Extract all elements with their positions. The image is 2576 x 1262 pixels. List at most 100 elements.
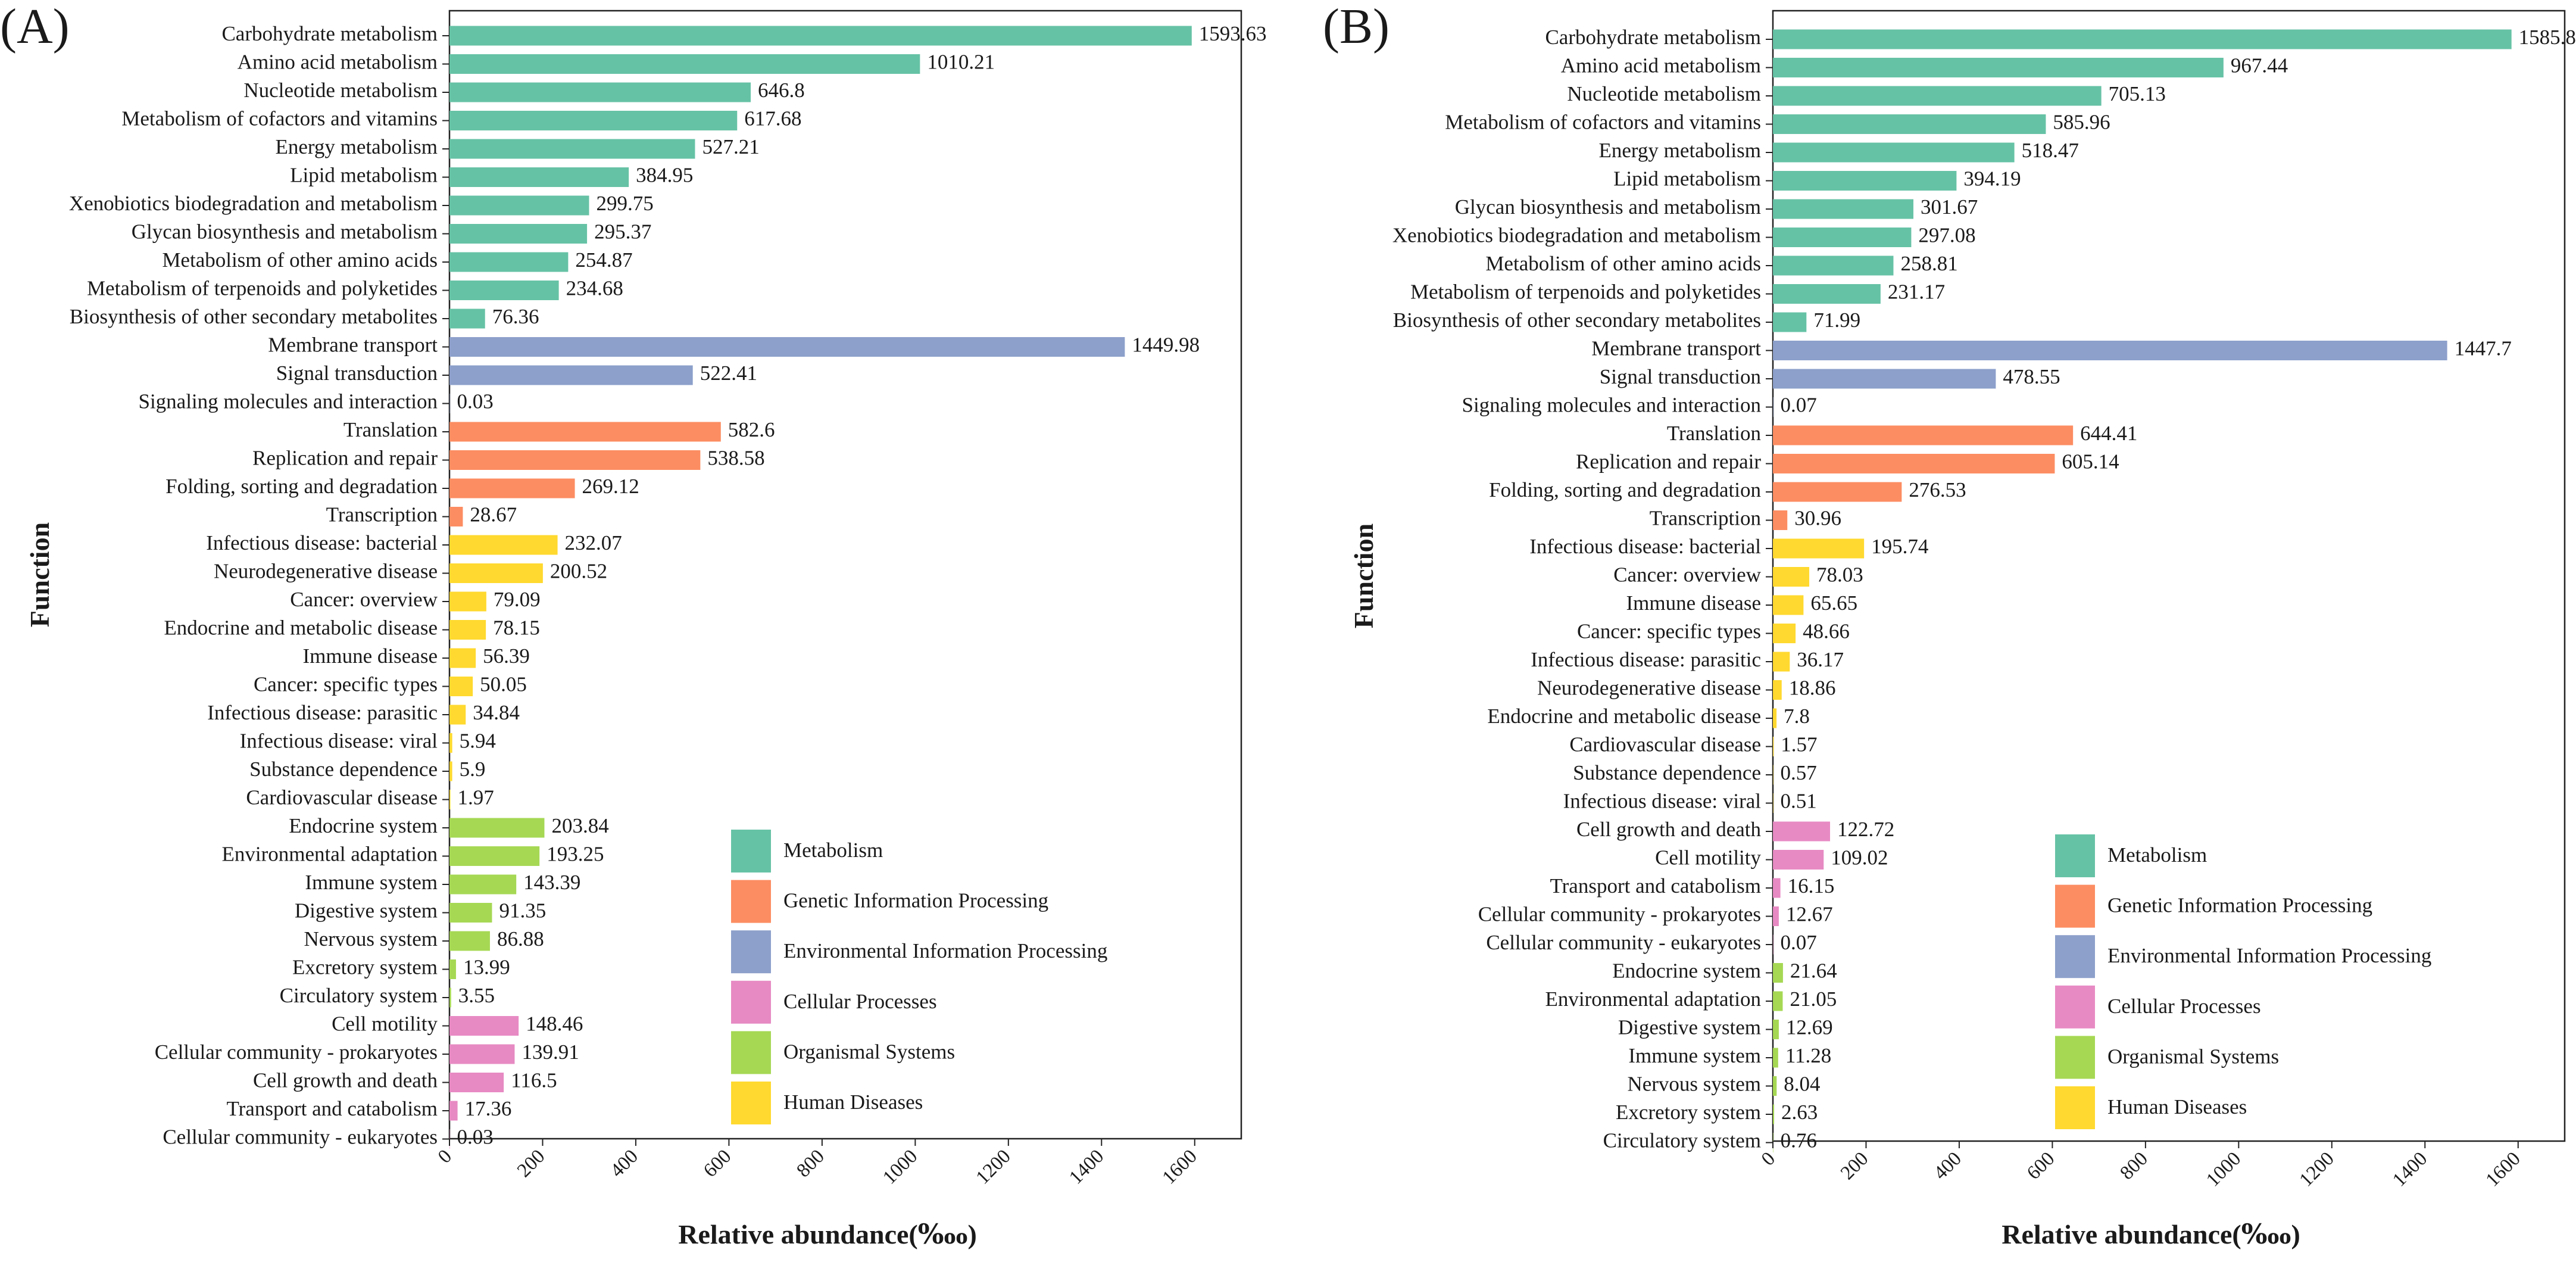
panel-a-bar <box>449 252 569 272</box>
panel-a-category-label: Membrane transport <box>268 334 438 357</box>
panel-b-data-label: 518.47 <box>2022 139 2079 162</box>
panel-a-data-label: 299.75 <box>597 192 654 215</box>
panel-a-bar <box>449 1044 515 1064</box>
panel-a-data-label: 76.36 <box>492 305 539 328</box>
panel-b-data-label: 0.07 <box>1781 394 1817 417</box>
panel-b-data-label: 109.02 <box>1831 846 1888 870</box>
panel-b-bar <box>1773 482 1902 502</box>
panel-a-x-axis-title: Relative abundance(‱) <box>678 1219 977 1249</box>
panel-a-bar <box>449 365 693 385</box>
panel-a-xtick-label: 1000 <box>879 1146 922 1189</box>
panel-a-bar <box>449 478 575 498</box>
panel-b-data-label: 301.67 <box>1921 195 1978 219</box>
panel-b-category-label: Cellular community - prokaryotes <box>1478 903 1761 926</box>
panel-a-category-label: Replication and repair <box>252 447 438 470</box>
panel-b-category-label: Transport and catabolism <box>1550 874 1762 898</box>
panel-b-legend-label-environmental: Environmental Information Processing <box>2107 944 2431 967</box>
panel-b-legend-swatch-genetic <box>2055 884 2095 928</box>
panel-a-bar <box>449 450 701 470</box>
panel-a-data-label: 0.03 <box>457 1126 494 1149</box>
panel-b-data-label: 478.55 <box>2003 365 2060 388</box>
panel-b-data-label: 16.15 <box>1788 874 1835 898</box>
panel-a-category-label: Endocrine system <box>289 814 438 837</box>
panel-a-bar <box>449 82 751 102</box>
panel-b-data-label: 705.13 <box>2109 82 2166 105</box>
panel-b-data-label: 71.99 <box>1813 309 1860 332</box>
panel-b-category-label: Signal transduction <box>1600 365 1761 388</box>
panel-b-legend-label-genetic: Genetic Information Processing <box>2107 894 2372 917</box>
panel-a-bar <box>449 167 629 187</box>
panel-b-legend-swatch-cellular <box>2055 985 2095 1029</box>
panel-a-data-label: 5.9 <box>460 758 486 781</box>
panel-b-category-label: Cellular community - eukaryotes <box>1486 931 1761 954</box>
panel-b-category-label: Cancer: specific types <box>1577 620 1761 643</box>
panel-a-bar <box>449 281 559 300</box>
panel-a-bar <box>449 563 543 583</box>
panel-b-bar <box>1773 1020 1779 1039</box>
panel-a-xtick-label: 1600 <box>1159 1146 1201 1189</box>
panel-b-category-label: Nervous system <box>1627 1073 1761 1096</box>
panel-b-bar <box>1773 1048 1778 1068</box>
panel-a-category-label: Immune disease <box>303 644 438 668</box>
panel-b-data-label: 122.72 <box>1837 818 1894 841</box>
panel-b-category-label: Substance dependence <box>1573 761 1761 784</box>
panel-a-category-label: Metabolism of terpenoids and polyketides <box>87 277 438 300</box>
panel-b-category-label: Metabolism of terpenoids and polyketides <box>1410 281 1761 304</box>
panel-a-xtick-label: 200 <box>513 1146 549 1182</box>
panel-a-data-label: 1.97 <box>458 786 494 809</box>
panel-a-category-label: Endocrine and metabolic disease <box>164 616 438 640</box>
panel-b-legend-swatch-metabolism <box>2055 834 2095 877</box>
panel-b-bar <box>1773 906 1779 926</box>
panel-b-category-label: Membrane transport <box>1591 337 1761 360</box>
panel-b-data-label: 1585.84 <box>2519 26 2576 49</box>
panel-b-category-label: Cell motility <box>1655 846 1761 870</box>
panel-a-category-label: Circulatory system <box>280 984 438 1007</box>
panel-b-bar <box>1773 454 2055 473</box>
panel-b-bar <box>1773 878 1781 898</box>
panel-a-category-label: Cellular community - eukaryotes <box>163 1126 438 1149</box>
panel-b-data-label: 8.04 <box>1784 1073 1820 1096</box>
panel-a-bar <box>449 874 517 895</box>
panel-b-data-label: 585.96 <box>2053 111 2110 134</box>
panel-a-bar <box>449 507 463 526</box>
panel-a: (A) Carbohydrate metabolism 1593.63 Amino a… <box>0 0 1267 1249</box>
panel-a-legend-swatch-metabolism <box>731 830 771 873</box>
panel-a-category-label: Excretory system <box>292 956 438 979</box>
panel-b-bar <box>1773 538 1865 559</box>
panel-b-legend-swatch-organismal <box>2055 1036 2095 1079</box>
panel-a-bar <box>449 818 545 838</box>
panel-a-legend-label-genetic: Genetic Information Processing <box>783 889 1048 912</box>
panel-a-category-label: Folding, sorting and degradation <box>166 475 438 498</box>
panel-a-category-label: Infectious disease: viral <box>240 730 438 753</box>
panel-b-category-label: Endocrine system <box>1612 959 1761 983</box>
panel-a-bar <box>449 761 452 781</box>
panel-a-bar <box>449 903 492 923</box>
panel-a-category-label: Nucleotide metabolism <box>243 79 438 102</box>
panel-a-data-label: 13.99 <box>463 956 510 979</box>
panel-a-data-label: 17.36 <box>465 1097 512 1120</box>
panel-a-category-label: Signal transduction <box>276 362 438 385</box>
panel-b-data-label: 48.66 <box>1803 620 1850 643</box>
panel-b-xtick-label: 1000 <box>2202 1148 2245 1191</box>
panel-a-xtick-label: 0 <box>434 1146 456 1168</box>
panel-a-category-label: Cellular community - prokaryotes <box>155 1040 438 1064</box>
panel-a-category-label: Substance dependence <box>249 758 438 781</box>
panel-b-bar <box>1773 425 2074 445</box>
panel-a-category-label: Metabolism of other amino acids <box>162 248 438 272</box>
panel-b-bar <box>1773 142 2015 163</box>
panel-b-data-label: 21.64 <box>1790 959 1837 983</box>
panel-a-data-label: 116.5 <box>511 1069 557 1092</box>
panel-a-bar <box>449 677 473 696</box>
panel-a-xtick-label: 600 <box>700 1146 735 1182</box>
panel-b-bar <box>1773 680 1782 700</box>
panel-b-data-label: 195.74 <box>1871 535 1928 558</box>
panel-a-xtick-label: 1200 <box>972 1146 1015 1189</box>
panel-a-data-label: 582.6 <box>728 418 775 441</box>
panel-a-data-label: 232.07 <box>565 531 622 554</box>
panel-b-data-label: 297.08 <box>1918 224 1975 247</box>
panel-b-category-label: Immune disease <box>1626 591 1761 615</box>
panel-b-category-label: Amino acid metabolism <box>1561 54 1761 77</box>
panel-b-category-label: Infectious disease: bacterial <box>1529 535 1761 558</box>
panel-a-data-label: 522.41 <box>700 362 757 385</box>
